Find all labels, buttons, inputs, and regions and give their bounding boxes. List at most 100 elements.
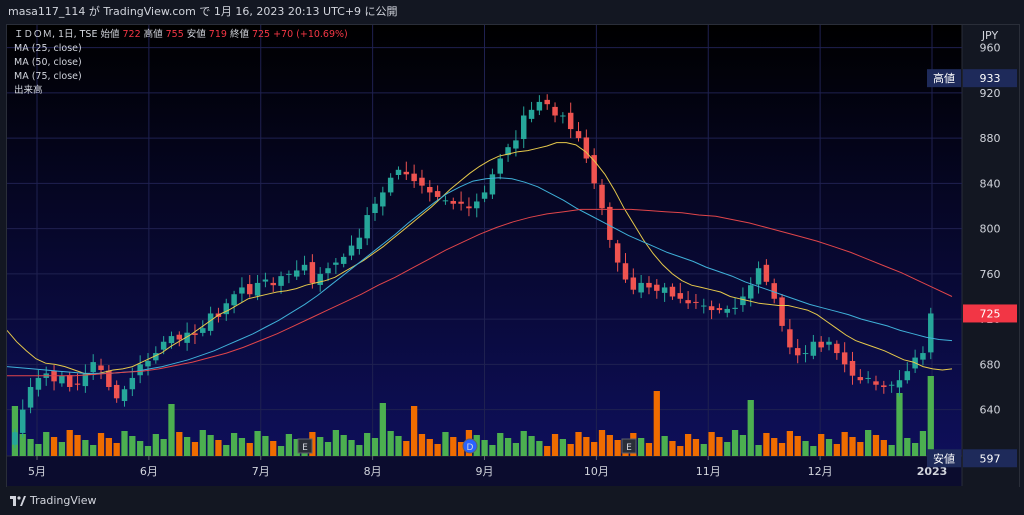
- volume-bar: [497, 433, 504, 456]
- tradingview-brand[interactable]: TradingView: [10, 494, 96, 507]
- candle-body: [724, 308, 730, 313]
- volume-bar: [66, 430, 73, 456]
- volume-bar: [778, 443, 786, 456]
- dividend-marker-bg: [462, 438, 478, 454]
- candle-body: [826, 341, 832, 345]
- candle-body: [106, 370, 112, 387]
- price-tick-label: 760: [980, 268, 1001, 281]
- candle-body: [747, 285, 754, 299]
- candle-body: [340, 256, 347, 264]
- volume-bar: [716, 437, 723, 456]
- volume-bar: [82, 440, 89, 456]
- volume-bar: [340, 435, 347, 456]
- volume-bar: [684, 434, 692, 456]
- volume-bar: [434, 444, 441, 456]
- time-tick-label: 9月: [476, 465, 494, 478]
- volume-bar: [191, 442, 199, 456]
- price-labels: 933 高値 725 597 安値: [927, 69, 1017, 468]
- volume-bar: [872, 435, 880, 456]
- volume-bar: [575, 432, 582, 456]
- candle-body: [168, 336, 175, 344]
- candlestick-chart[interactable]: EDE 960920880840800760720680640JPY 5月6月7…: [7, 25, 1017, 486]
- volume-bar: [653, 391, 660, 456]
- candle-body: [646, 282, 652, 288]
- volume-bar: [888, 445, 895, 456]
- candle-body: [348, 245, 355, 256]
- candle-body: [403, 171, 410, 175]
- candle-body: [145, 360, 151, 367]
- volume-bar: [865, 430, 872, 456]
- candle-body: [59, 375, 65, 384]
- close-value: 725: [251, 29, 271, 40]
- candle-body: [544, 99, 550, 105]
- candle-body: [364, 215, 370, 239]
- candle-body: [293, 270, 300, 277]
- volume-bar: [794, 436, 801, 456]
- volume-bar: [379, 403, 386, 456]
- candle-body: [419, 177, 425, 186]
- volume-bar: [536, 441, 543, 456]
- candle-body: [474, 201, 480, 209]
- volume-bar: [520, 431, 527, 456]
- candle-body: [200, 328, 206, 333]
- footer: TradingView: [0, 487, 1024, 515]
- candle-body: [536, 101, 543, 111]
- volume-bar: [591, 442, 598, 456]
- candle-body: [661, 287, 668, 293]
- volume-bar: [919, 431, 927, 456]
- candle-body: [622, 263, 629, 280]
- event-marker: E: [621, 438, 637, 454]
- time-tick-label: 8月: [364, 465, 382, 478]
- volume-bar: [747, 400, 754, 456]
- close-label: 終値: [229, 29, 249, 40]
- volume-bar: [739, 435, 747, 456]
- candle-body: [82, 373, 89, 387]
- candle-body: [466, 206, 472, 209]
- candle-body: [387, 177, 394, 193]
- volume-bar: [567, 444, 574, 456]
- tradingview-logo-icon: [10, 495, 26, 506]
- candle-body: [669, 286, 676, 297]
- moving-averages: [7, 142, 953, 377]
- volume-bar: [911, 443, 919, 456]
- candle-body: [763, 264, 770, 282]
- candle-body: [286, 273, 292, 275]
- candle-body: [638, 282, 644, 293]
- candle-body: [129, 377, 136, 390]
- candle-body: [356, 237, 363, 249]
- candle-body: [583, 137, 590, 159]
- candle-body: [160, 341, 167, 350]
- candle-body: [497, 158, 503, 174]
- volume-bar: [669, 441, 676, 456]
- candle-body: [873, 381, 879, 385]
- volume-bar: [332, 430, 339, 456]
- candle-body: [599, 184, 605, 209]
- candle-body: [732, 307, 738, 309]
- volume-bar: [348, 440, 355, 456]
- candle-body: [12, 432, 18, 445]
- candles: [12, 94, 934, 449]
- candle-body: [810, 341, 817, 356]
- price-tick-label: 640: [980, 404, 1001, 417]
- candle-body: [137, 364, 143, 376]
- volume-bar: [724, 442, 731, 456]
- earnings-marker-bg: [297, 438, 313, 454]
- volume-bar: [614, 440, 621, 456]
- candle-body: [560, 115, 566, 117]
- low-label: 安値: [186, 29, 206, 40]
- candle-body: [787, 329, 793, 348]
- volume-bar: [262, 436, 269, 456]
- volume-bar: [293, 439, 300, 456]
- candle-body: [427, 186, 433, 193]
- candle-body: [481, 192, 488, 199]
- volume-bar: [504, 438, 512, 456]
- candle-body: [442, 200, 449, 202]
- time-tick-label: 2023: [917, 465, 948, 478]
- last-price-tag: [963, 304, 1017, 323]
- price-tick-label: 840: [980, 177, 1001, 190]
- volume-bar: [152, 434, 159, 456]
- time-tick-label: 6月: [140, 465, 158, 478]
- candle-body: [380, 192, 386, 207]
- high-value: 755: [165, 29, 184, 40]
- time-tick-label: 7月: [252, 465, 270, 478]
